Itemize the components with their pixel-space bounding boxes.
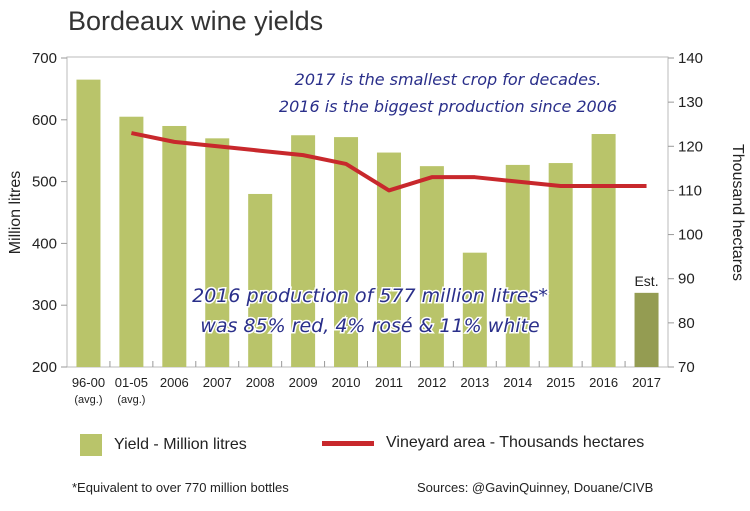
bar (334, 137, 359, 367)
footnote: *Equivalent to over 770 million bottles (72, 480, 289, 495)
x-tick-label: 2010 (332, 375, 361, 390)
x-tick-label: 2017 (632, 375, 661, 390)
bar (505, 164, 530, 367)
bar (591, 134, 616, 367)
bar (634, 292, 659, 367)
bar (291, 135, 316, 367)
legend-label: Vineyard area - Thousands hectares (386, 434, 645, 451)
bar (548, 163, 573, 367)
sources: Sources: @GavinQuinney, Douane/CIVB (417, 480, 654, 495)
x-tick-label: 2009 (289, 375, 318, 390)
y2-axis-label: Thousand hectares (729, 144, 746, 281)
y-tick-label: 500 (32, 174, 57, 191)
y2-tick-label: 100 (678, 227, 703, 244)
legend-line-swatch (322, 440, 374, 446)
bar (462, 252, 487, 367)
line-vineyard-area (130, 131, 647, 193)
x-tick-label: 2014 (503, 375, 532, 390)
bar (419, 166, 444, 367)
x-tick-label: 2008 (246, 375, 275, 390)
legend-area: Vineyard area - Thousands hectares (322, 434, 644, 452)
x-tick-label: 2016 (589, 375, 618, 390)
y2-tick-label: 140 (678, 50, 703, 67)
y-tick-label: 200 (32, 359, 57, 376)
y-tick-label: 300 (32, 297, 57, 314)
x-tick-label: 2011 (375, 375, 403, 390)
x-tick-label: 2006 (160, 375, 189, 390)
y-tick-label: 600 (32, 112, 57, 129)
y-tick-label: 700 (32, 50, 57, 67)
bar (119, 116, 144, 368)
bar (76, 79, 101, 367)
x-tick-label: 2012 (417, 375, 446, 390)
bar (205, 138, 230, 367)
y-axis-label: Million litres (7, 171, 24, 255)
annotation: 2016 is the biggest production since 200… (279, 97, 617, 116)
y2-tick-label: 80 (678, 315, 695, 332)
legend-label: Yield - Million litres (114, 436, 247, 453)
y-tick-label: 400 (32, 235, 57, 252)
bar (162, 125, 187, 367)
legend-yield: Yield - Million litres (80, 434, 247, 456)
annotation: was 85% red, 4% rosé & 11% white (200, 315, 539, 337)
legend-bar-swatch (80, 434, 102, 456)
bar (248, 193, 273, 367)
chart-title: Bordeaux wine yields (68, 6, 324, 36)
annotation: 2017 is the smallest crop for decades. (295, 70, 602, 89)
y2-tick-label: 110 (678, 182, 702, 199)
y2-tick-label: 70 (678, 359, 695, 376)
x-tick-label: 01-05 (115, 375, 148, 390)
x-sublabel: (avg.) (117, 394, 145, 406)
annotation: 2016 production of 577 million litres* (192, 285, 548, 307)
estimate-label: Est. (634, 273, 658, 289)
x-tick-label: 2007 (203, 375, 232, 390)
y2-tick-label: 90 (678, 271, 695, 288)
y2-tick-label: 120 (678, 138, 703, 155)
x-tick-label: 96-00 (72, 375, 105, 390)
y2-tick-label: 130 (678, 94, 703, 111)
x-tick-label: 2013 (460, 375, 489, 390)
x-tick-label: 2015 (546, 375, 575, 390)
x-sublabel: (avg.) (74, 394, 102, 406)
